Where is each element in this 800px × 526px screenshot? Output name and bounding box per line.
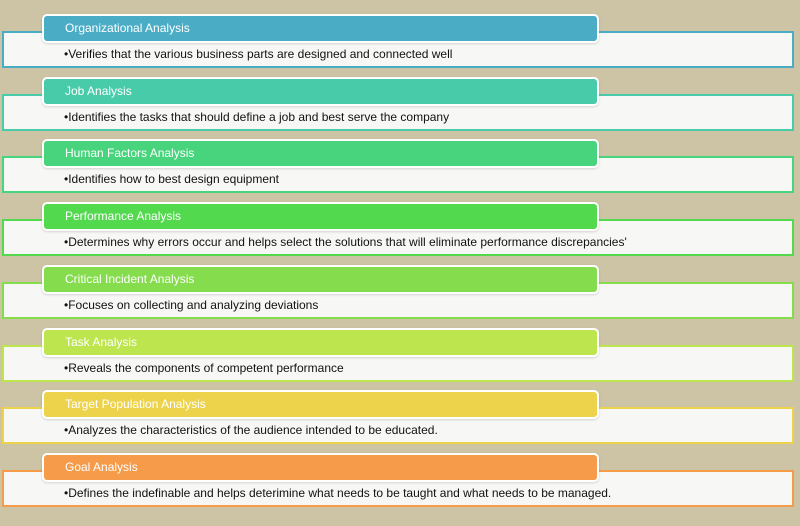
item-title-tab: [42, 265, 599, 294]
item-description: •Identifies the tasks that should define…: [64, 110, 450, 124]
list-item-job-analysis: •Identifies the tasks that should define…: [0, 77, 800, 140]
item-description: •Determines why errors occur and helps s…: [64, 235, 627, 249]
item-description: •Defines the indefinable and helps deter…: [64, 486, 612, 500]
item-description: •Identifies how to best design equipment: [64, 172, 280, 186]
item-description: •Verifies that the various business part…: [64, 47, 453, 61]
list-item-task-analysis: •Reveals the components of competent per…: [0, 328, 800, 391]
item-title-tab: [42, 14, 599, 43]
list-item-performance-analysis: •Determines why errors occur and helps s…: [0, 202, 800, 265]
list-item-organizational-analysis: •Verifies that the various business part…: [0, 14, 800, 77]
item-description: •Focuses on collecting and analyzing dev…: [64, 298, 319, 312]
item-description: •Reveals the components of competent per…: [64, 361, 344, 375]
item-title: Critical Incident Analysis: [65, 272, 195, 286]
list-item-goal-analysis: •Defines the indefinable and helps deter…: [0, 453, 800, 516]
item-title: Job Analysis: [65, 84, 132, 98]
list-item-human-factors-analysis: •Identifies how to best design equipment…: [0, 139, 800, 202]
item-title-tab: [42, 390, 599, 419]
item-title-tab: [42, 453, 599, 482]
item-title-tab: [42, 202, 599, 231]
item-title: Task Analysis: [65, 335, 138, 349]
list-item-target-population-analysis: •Analyzes the characteristics of the aud…: [0, 390, 800, 453]
item-title-tab: [42, 139, 599, 168]
item-title-tab: [42, 77, 599, 106]
item-title: Goal Analysis: [65, 460, 138, 474]
item-title: Organizational Analysis: [65, 21, 190, 35]
item-title: Human Factors Analysis: [65, 146, 195, 160]
item-title: Target Population Analysis: [65, 397, 206, 411]
list-item-critical-incident-analysis: •Focuses on collecting and analyzing dev…: [0, 265, 800, 328]
item-description: •Analyzes the characteristics of the aud…: [64, 423, 438, 437]
item-title-tab: [42, 328, 599, 357]
item-title: Performance Analysis: [65, 209, 182, 223]
